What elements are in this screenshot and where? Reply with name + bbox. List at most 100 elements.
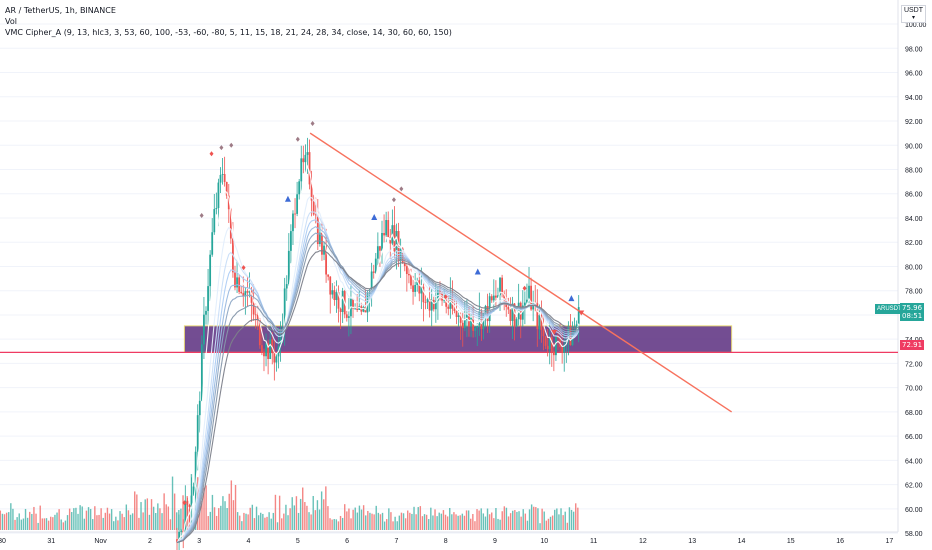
candle-body [540,315,543,331]
volume-bar [388,508,390,530]
candle-body [379,246,381,251]
candle-body [265,343,267,357]
time-tick-label: 11 [590,538,597,545]
candle-body [352,299,354,309]
volume-bar [350,518,352,530]
price-tick-label: 98.00 [905,46,923,53]
candle-body [372,271,375,273]
candle-body [223,174,226,182]
candle-body [283,288,286,329]
symbol-legend[interactable]: AR / TetherUS, 1h, BINANCE [5,6,116,15]
candle-body [296,194,299,214]
volume-bar [312,495,314,530]
time-tick-label: Nov [94,538,107,545]
volume-bar [106,507,109,530]
candle-body [515,319,518,327]
volume-bar [152,506,155,530]
volume-bar [493,518,495,530]
volume-bar [377,512,380,530]
candle-body [236,277,238,288]
volume-bar [507,516,510,530]
candle-body [422,286,425,303]
candle-body [376,246,379,259]
candle-body [478,311,481,326]
volume-bar [289,508,291,530]
candle-body [294,213,296,215]
volume-bar [463,515,466,530]
candle-body [238,277,241,292]
candle-body [261,345,263,353]
candle-body [203,314,205,345]
volume-bar [564,511,566,530]
volume-bar [209,511,212,530]
signal-diamond [241,265,246,271]
candle-body [292,213,294,232]
currency-badge[interactable]: USDT ▾ [900,5,926,23]
candle-body [188,504,191,507]
currency-label: USDT [903,7,923,14]
volume-bar [451,514,453,530]
volume-bar [87,507,90,530]
volume-bar [470,518,472,530]
volume-bar [287,515,289,530]
candle-body [410,275,412,286]
candle-body [312,200,315,215]
volume-legend[interactable]: Vol [5,17,17,26]
candle-body [488,296,491,322]
signal-diamond [522,285,527,291]
volume-bar [304,502,306,530]
volume-bar [375,505,377,530]
volume-bar [230,480,233,530]
candle-body [542,330,545,337]
price-tick-label: 90.00 [905,143,923,150]
candle-body [248,291,251,293]
candle-body [497,295,499,298]
price-tick-label: 94.00 [905,95,923,102]
support-price-tag: 72.91 [900,340,925,350]
candle-body [455,310,458,317]
candle-body [209,254,212,287]
volume-bar [45,518,48,530]
volume-bar [455,514,457,530]
volume-bar [325,486,327,530]
volume-bar [514,510,516,530]
volume-bar [274,494,277,530]
price-tick-label: 88.00 [905,168,923,175]
volume-bar [423,514,426,530]
volume-bar [119,511,121,530]
volume-bar [56,512,58,530]
ema-ribbon-line [176,250,579,544]
candle-body [577,307,580,325]
candle-body [215,208,218,210]
ema-ribbon-line [176,164,580,543]
volume-bar [360,509,363,530]
volume-bar [346,511,348,530]
volume-bar [20,519,23,530]
price-tick-label: 96.00 [905,71,923,78]
volume-bar [520,516,522,530]
candle-body [310,184,313,201]
volume-bar [161,513,163,530]
volume-bar [333,519,335,530]
signal-diamond [399,186,404,192]
candle-body [521,305,524,320]
price-tick-label: 66.00 [905,434,923,441]
volume-bar [392,521,394,530]
candle-body [405,266,408,275]
candle-body [347,316,350,318]
countdown-value: 08:51 [902,312,923,320]
volume-bar [131,513,134,530]
volume-bar [155,513,157,530]
volume-bar [29,511,31,530]
candle-body [225,181,228,196]
volume-bar [100,508,102,530]
candle-body [329,276,332,295]
candle-body [318,232,321,245]
candle-body [254,314,257,316]
candle-body [345,314,348,318]
volume-bar [577,507,579,530]
indicator-legend[interactable]: VMC Cipher_A (9, 13, hlc3, 3, 53, 60, 10… [5,28,452,37]
candle-body [335,292,338,301]
volume-bar [224,501,226,530]
